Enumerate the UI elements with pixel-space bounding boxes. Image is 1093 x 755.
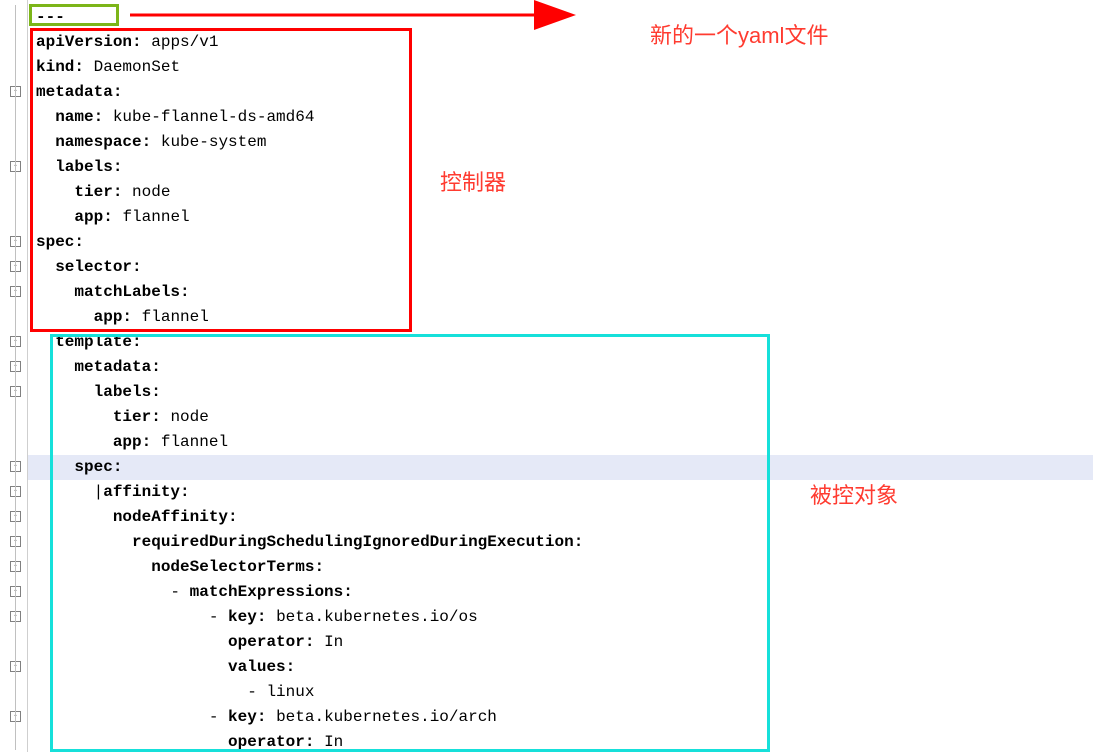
code-line[interactable]: operator: In <box>36 630 583 655</box>
code-area[interactable]: ---apiVersion: apps/v1kind: DaemonSetmet… <box>36 5 583 755</box>
code-line[interactable]: requiredDuringSchedulingIgnoredDuringExe… <box>36 530 583 555</box>
code-line[interactable]: app: flannel <box>36 305 583 330</box>
code-line[interactable]: - linux <box>36 680 583 705</box>
code-line[interactable]: metadata: <box>36 80 583 105</box>
code-line[interactable]: metadata: <box>36 355 583 380</box>
annotation-new-yaml: 新的一个yaml文件 <box>650 18 828 50</box>
code-line[interactable]: labels: <box>36 380 583 405</box>
code-line[interactable]: spec: <box>36 230 583 255</box>
arrow-to-label <box>130 0 730 40</box>
code-line[interactable]: nodeAffinity: <box>36 505 583 530</box>
code-line[interactable]: |affinity: <box>36 480 583 505</box>
gutter: ----------------- <box>0 0 28 752</box>
code-line[interactable]: spec: <box>36 455 583 480</box>
code-line[interactable]: - key: beta.kubernetes.io/os <box>36 605 583 630</box>
gutter-guide <box>15 5 16 750</box>
annotation-controller: 控制器 <box>440 165 506 197</box>
code-line[interactable]: - matchExpressions: <box>36 580 583 605</box>
code-line[interactable]: namespace: kube-system <box>36 130 583 155</box>
code-line[interactable]: app: flannel <box>36 205 583 230</box>
code-line[interactable]: name: kube-flannel-ds-amd64 <box>36 105 583 130</box>
annotation-controlled: 被控对象 <box>810 478 898 510</box>
code-line[interactable]: app: flannel <box>36 430 583 455</box>
code-line[interactable]: values: <box>36 655 583 680</box>
code-line[interactable]: tier: node <box>36 405 583 430</box>
code-line[interactable]: matchLabels: <box>36 280 583 305</box>
code-line[interactable]: nodeSelectorTerms: <box>36 555 583 580</box>
code-line[interactable]: template: <box>36 330 583 355</box>
code-line[interactable]: selector: <box>36 255 583 280</box>
code-line[interactable]: - key: beta.kubernetes.io/arch <box>36 705 583 730</box>
code-line[interactable]: kind: DaemonSet <box>36 55 583 80</box>
code-line[interactable]: operator: In <box>36 730 583 755</box>
